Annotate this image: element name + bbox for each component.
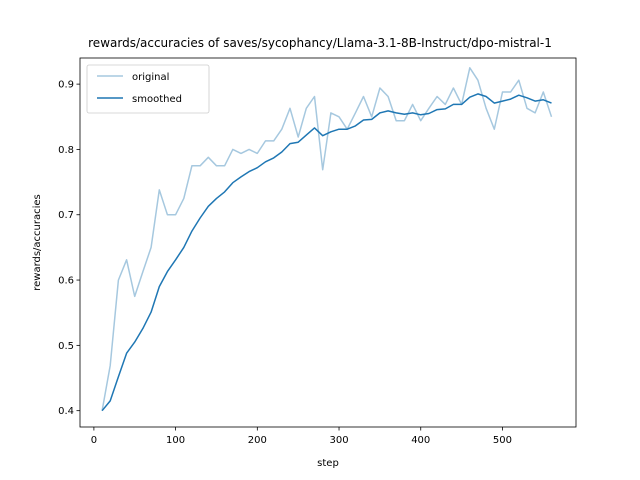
y-tick-label: 0.9 (58, 80, 74, 91)
y-axis-label: rewards/accuracies (32, 194, 43, 291)
y-tick-label: 0.7 (58, 210, 74, 221)
x-axis-label: step (317, 458, 339, 469)
legend-label-smoothed: smoothed (132, 94, 182, 105)
y-axis: 0.4 0.5 0.6 0.7 0.8 0.9 (58, 80, 80, 417)
legend-label-original: original (132, 72, 169, 83)
x-tick-label: 300 (329, 435, 348, 446)
chart-title: rewards/accuracies of saves/sycophancy/L… (88, 36, 552, 50)
series-line-smoothed (101, 93, 552, 412)
legend-box (86, 64, 210, 114)
x-tick-label: 400 (411, 435, 430, 446)
y-tick-label: 0.4 (58, 406, 74, 417)
plot-area (101, 67, 553, 412)
series-line-original (101, 67, 553, 411)
y-tick-label: 0.5 (58, 341, 74, 352)
x-tick-label: 500 (493, 435, 512, 446)
x-axis: 0 100 200 300 400 500 (91, 427, 512, 446)
y-tick-label: 0.8 (58, 145, 74, 156)
x-tick-label: 100 (166, 435, 185, 446)
legend: original smoothed (86, 64, 210, 114)
plot-frame (79, 57, 577, 428)
x-tick-label: 200 (248, 435, 267, 446)
y-tick-label: 0.6 (58, 276, 74, 287)
x-tick-label: 0 (91, 435, 97, 446)
